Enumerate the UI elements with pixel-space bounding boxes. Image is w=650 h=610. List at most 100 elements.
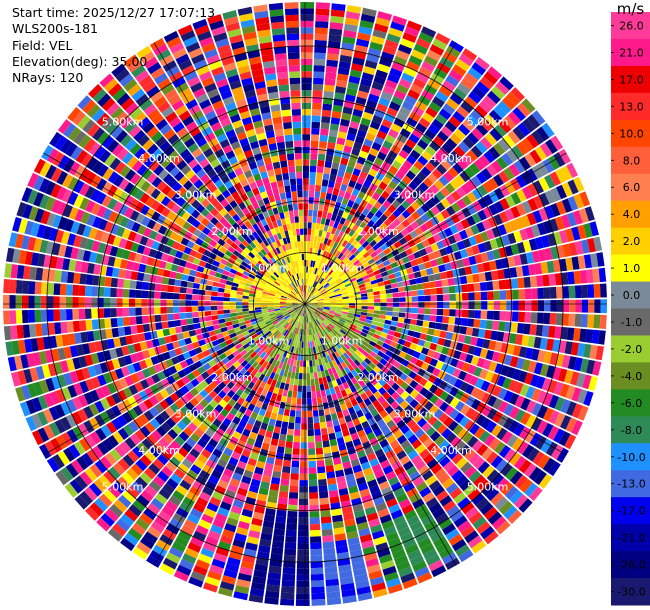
- velocity-gate: [386, 293, 393, 298]
- velocity-gate: [282, 415, 289, 423]
- velocity-gate: [305, 310, 308, 317]
- velocity-gate: [323, 306, 330, 309]
- velocity-gate: [459, 381, 469, 392]
- velocity-gate: [398, 498, 411, 509]
- velocity-gate: [243, 548, 257, 558]
- velocity-gate: [423, 177, 434, 188]
- velocity-gate: [427, 274, 435, 282]
- velocity-gate: [384, 155, 395, 165]
- velocity-gate: [395, 276, 403, 283]
- velocity-gate: [249, 431, 258, 440]
- velocity-gate: [390, 282, 398, 289]
- velocity-gate: [405, 138, 417, 149]
- velocity-gate: [420, 166, 432, 177]
- velocity-gate: [411, 302, 419, 308]
- velocity-gate: [201, 433, 211, 443]
- velocity-gate: [399, 400, 409, 410]
- velocity-gate: [493, 213, 503, 226]
- velocity-gate: [340, 582, 355, 592]
- velocity-gate: [402, 578, 418, 590]
- velocity-gate: [310, 307, 316, 312]
- velocity-gate: [536, 275, 544, 287]
- velocity-gate: [587, 284, 595, 298]
- velocity-gate: [350, 266, 357, 273]
- velocity-gate: [328, 323, 335, 329]
- velocity-gate: [316, 261, 320, 269]
- velocity-gate: [461, 292, 469, 301]
- velocity-gate: [411, 296, 419, 302]
- velocity-gate: [308, 216, 313, 223]
- velocity-gate: [359, 170, 368, 180]
- velocity-gate: [452, 162, 464, 174]
- velocity-gate: [320, 323, 326, 329]
- velocity-gate: [573, 270, 582, 284]
- velocity-gate: [326, 597, 342, 606]
- velocity-gate: [359, 20, 374, 29]
- velocity-gate: [198, 519, 212, 530]
- velocity-gate: [452, 368, 462, 378]
- velocity-gate: [345, 350, 353, 357]
- velocity-gate: [550, 300, 557, 312]
- velocity-gate: [420, 134, 433, 145]
- velocity-gate: [345, 387, 353, 395]
- velocity-gate: [279, 484, 289, 492]
- velocity-gate: [237, 520, 250, 530]
- velocity-gate: [293, 346, 297, 354]
- velocity-gate: [261, 304, 268, 307]
- velocity-gate: [326, 334, 332, 341]
- velocity-gate: [335, 277, 342, 283]
- velocity-gate: [409, 230, 418, 239]
- velocity-gate: [479, 502, 494, 516]
- velocity-gate: [533, 336, 542, 349]
- velocity-gate: [366, 316, 373, 321]
- velocity-gate: [308, 460, 317, 468]
- velocity-gate: [515, 174, 527, 188]
- velocity-gate: [306, 285, 309, 292]
- velocity-gate: [324, 452, 332, 460]
- velocity-gate: [433, 408, 444, 419]
- velocity-gate: [438, 472, 451, 485]
- velocity-gate: [292, 448, 300, 455]
- velocity-gate: [418, 95, 431, 106]
- velocity-gate: [320, 370, 326, 378]
- velocity-gate: [321, 528, 333, 537]
- velocity-gate: [348, 179, 357, 188]
- velocity-gate: [292, 365, 297, 373]
- velocity-gate: [447, 448, 459, 460]
- velocity-gate: [376, 103, 388, 113]
- velocity-gate: [225, 462, 236, 472]
- velocity-gate: [436, 287, 443, 295]
- velocity-gate: [341, 197, 349, 206]
- velocity-gate: [347, 393, 355, 401]
- velocity-gate: [251, 361, 259, 369]
- velocity-gate: [412, 476, 425, 487]
- velocity-gate: [313, 254, 317, 262]
- velocity-gate: [267, 495, 278, 504]
- velocity-gate: [384, 338, 392, 345]
- velocity-gate: [307, 222, 312, 229]
- velocity-gate: [251, 517, 263, 527]
- velocity-gate: [403, 482, 415, 493]
- velocity-gate: [288, 492, 299, 499]
- velocity-gate: [352, 57, 365, 66]
- velocity-gate: [345, 11, 361, 20]
- velocity-gate: [335, 334, 342, 341]
- velocity-gate: [385, 531, 399, 542]
- velocity-gate: [369, 369, 378, 378]
- velocity-gate: [353, 259, 361, 266]
- velocity-gate: [367, 306, 375, 310]
- velocity-gate: [335, 293, 342, 297]
- velocity-gate: [343, 280, 351, 286]
- velocity-gate: [329, 308, 336, 312]
- velocity-gate: [478, 154, 491, 167]
- velocity-gate: [493, 105, 507, 119]
- velocity-gate: [361, 328, 369, 335]
- velocity-gate: [79, 273, 87, 285]
- velocity-gate: [335, 86, 347, 94]
- velocity-gate: [529, 432, 542, 447]
- velocity-gate: [366, 268, 374, 275]
- velocity-gate: [476, 401, 487, 414]
- velocity-gate: [273, 464, 282, 473]
- velocity-gate: [386, 334, 394, 341]
- velocity-gate: [403, 318, 411, 324]
